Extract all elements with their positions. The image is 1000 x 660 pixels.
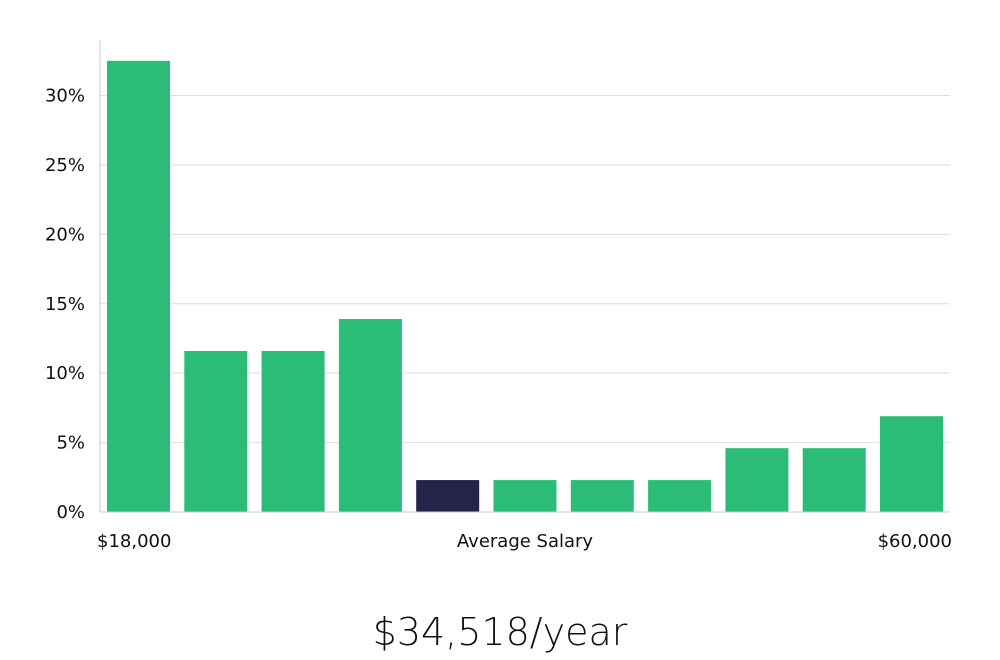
- x-label-min: $18,000: [97, 531, 171, 552]
- histogram-bar: [725, 448, 789, 512]
- x-label-max: $60,000: [878, 531, 952, 552]
- y-tick-label: 15%: [45, 294, 85, 315]
- histogram-bar: [648, 480, 712, 512]
- histogram-bar: [880, 416, 943, 512]
- average-salary-value: $34,518/year: [372, 610, 628, 654]
- y-tick-label: 20%: [45, 224, 85, 245]
- y-tick-label: 0%: [56, 502, 85, 523]
- histogram-bar: [802, 448, 866, 512]
- histogram-bar: [107, 60, 170, 513]
- histogram-bar: [184, 350, 248, 512]
- y-tick-label: 30%: [45, 86, 85, 107]
- y-tick-label: 5%: [56, 433, 85, 454]
- histogram-svg: 0% 5% 10% 15% 20% 25% 30% $18,000 Average Salary…: [45, 40, 952, 552]
- histogram-bar: [338, 319, 402, 512]
- y-tick-label: 10%: [45, 363, 85, 384]
- y-tick-label: 25%: [45, 155, 85, 176]
- histogram-bar: [570, 480, 634, 512]
- histogram-bar: [493, 480, 557, 512]
- salary-histogram: 0% 5% 10% 15% 20% 25% 30% $18,000 Average Salary…: [45, 40, 952, 552]
- highlighted-bar: [416, 480, 480, 512]
- x-axis-title: Average Salary: [457, 531, 594, 552]
- histogram-bar: [261, 350, 325, 512]
